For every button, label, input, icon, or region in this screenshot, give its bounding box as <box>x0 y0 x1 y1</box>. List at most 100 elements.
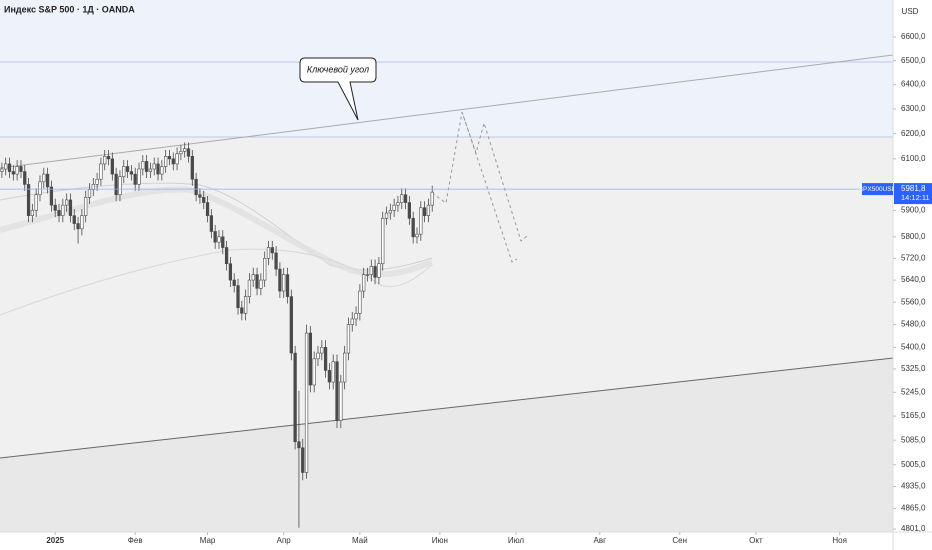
candle-body <box>141 161 145 170</box>
candle-body <box>129 171 134 175</box>
candle-body <box>369 266 373 275</box>
candle-body <box>114 173 118 196</box>
candle-body <box>57 210 61 216</box>
candle-body <box>26 184 31 216</box>
candle-body <box>339 381 343 421</box>
candle-body <box>415 233 419 238</box>
candle-body <box>323 347 328 371</box>
candle-body <box>400 194 404 203</box>
candle-body <box>362 274 366 292</box>
candle-body <box>285 274 290 297</box>
candle-body <box>45 173 50 188</box>
symbol-label: SPX500USD <box>859 186 897 193</box>
candle-body <box>144 161 149 172</box>
candle-body <box>91 184 95 190</box>
candle-body <box>103 156 107 165</box>
callout <box>299 57 377 121</box>
y-tick-label: 4935,0 <box>901 482 926 491</box>
candle-body <box>232 279 236 286</box>
candle-body <box>65 199 69 206</box>
lower-channel-zone <box>0 358 893 532</box>
candle-body <box>4 163 8 170</box>
candle-body <box>164 156 168 167</box>
candle-body <box>251 274 255 281</box>
forecast-path <box>461 111 518 263</box>
candle-body <box>411 217 415 238</box>
candle-body <box>224 247 229 265</box>
candle-body <box>133 173 137 185</box>
candle-body <box>259 279 263 289</box>
candle-body <box>194 178 198 196</box>
candle-body <box>110 158 114 175</box>
x-tick-label: Мар <box>200 536 216 545</box>
candle-body <box>152 163 156 170</box>
candle-body <box>84 197 88 216</box>
candle-body <box>42 173 46 183</box>
candle-body <box>293 352 297 443</box>
countdown-label: 14:12:11 <box>901 193 930 202</box>
x-tick-label: Май <box>352 536 368 545</box>
candle-body <box>304 332 309 473</box>
y-tick-label: 4801,0 <box>901 524 926 533</box>
candle-body <box>171 158 175 165</box>
candle-body <box>320 347 324 354</box>
candle-body <box>122 166 126 177</box>
candle-body <box>221 236 225 248</box>
y-tick-label: 6400,0 <box>901 80 926 89</box>
candle-body <box>76 223 80 230</box>
candle-body <box>346 324 351 354</box>
y-tick-label: 4865,0 <box>901 504 926 513</box>
y-tick-label: 5900,0 <box>901 205 926 214</box>
y-tick-label: 6300,0 <box>901 104 926 113</box>
candle-body <box>331 361 335 383</box>
y-tick-label: 6200,0 <box>901 129 926 138</box>
y-tick-label: 5325,0 <box>901 364 926 373</box>
candle-body <box>419 207 423 235</box>
y-tick-label: 5800,0 <box>901 232 926 241</box>
candle-body <box>0 168 4 172</box>
candle-body <box>282 274 286 292</box>
candle-body <box>343 352 347 383</box>
candle-body <box>34 194 38 211</box>
y-tick-label: 5165,0 <box>901 411 926 420</box>
candle-body <box>11 171 15 175</box>
candle-body <box>23 171 27 185</box>
upper-zone <box>0 0 893 137</box>
x-tick-label: Авг <box>594 536 607 545</box>
x-tick-label: Ноя <box>832 536 847 545</box>
candle-body <box>381 217 385 265</box>
candle-body <box>388 210 392 214</box>
candle-body <box>19 166 23 172</box>
candle-body <box>183 148 187 152</box>
candle-body <box>209 215 213 232</box>
trend-line <box>0 357 894 459</box>
candle-body <box>301 447 305 473</box>
symbol-tag <box>862 183 893 196</box>
candle-body <box>205 202 210 216</box>
x-tick-label: Окт <box>749 536 763 545</box>
candle-body <box>384 212 389 219</box>
candle-body <box>190 156 194 180</box>
y-tick-label: 5480,0 <box>901 320 926 329</box>
candle-body <box>38 181 42 196</box>
candle-body <box>217 236 221 243</box>
candle-body <box>118 176 122 196</box>
y-tick-label: 6100,0 <box>901 154 926 163</box>
candle-body <box>148 168 153 172</box>
y-tick-label: 5245,0 <box>901 387 926 396</box>
candle-body <box>243 296 248 314</box>
candle-body <box>202 197 206 203</box>
candle-body <box>61 204 65 216</box>
price-tag <box>894 183 932 205</box>
candle-body <box>198 194 202 198</box>
candle-body <box>160 166 164 175</box>
candle-body <box>312 358 316 386</box>
candle-body <box>263 257 267 281</box>
y-tick-label: 5005,0 <box>901 460 926 469</box>
candle-body <box>7 163 12 172</box>
candle-body <box>266 247 271 259</box>
candle-body <box>396 202 400 206</box>
candle-body <box>240 307 244 314</box>
x-tick-label: Апр <box>277 536 292 545</box>
